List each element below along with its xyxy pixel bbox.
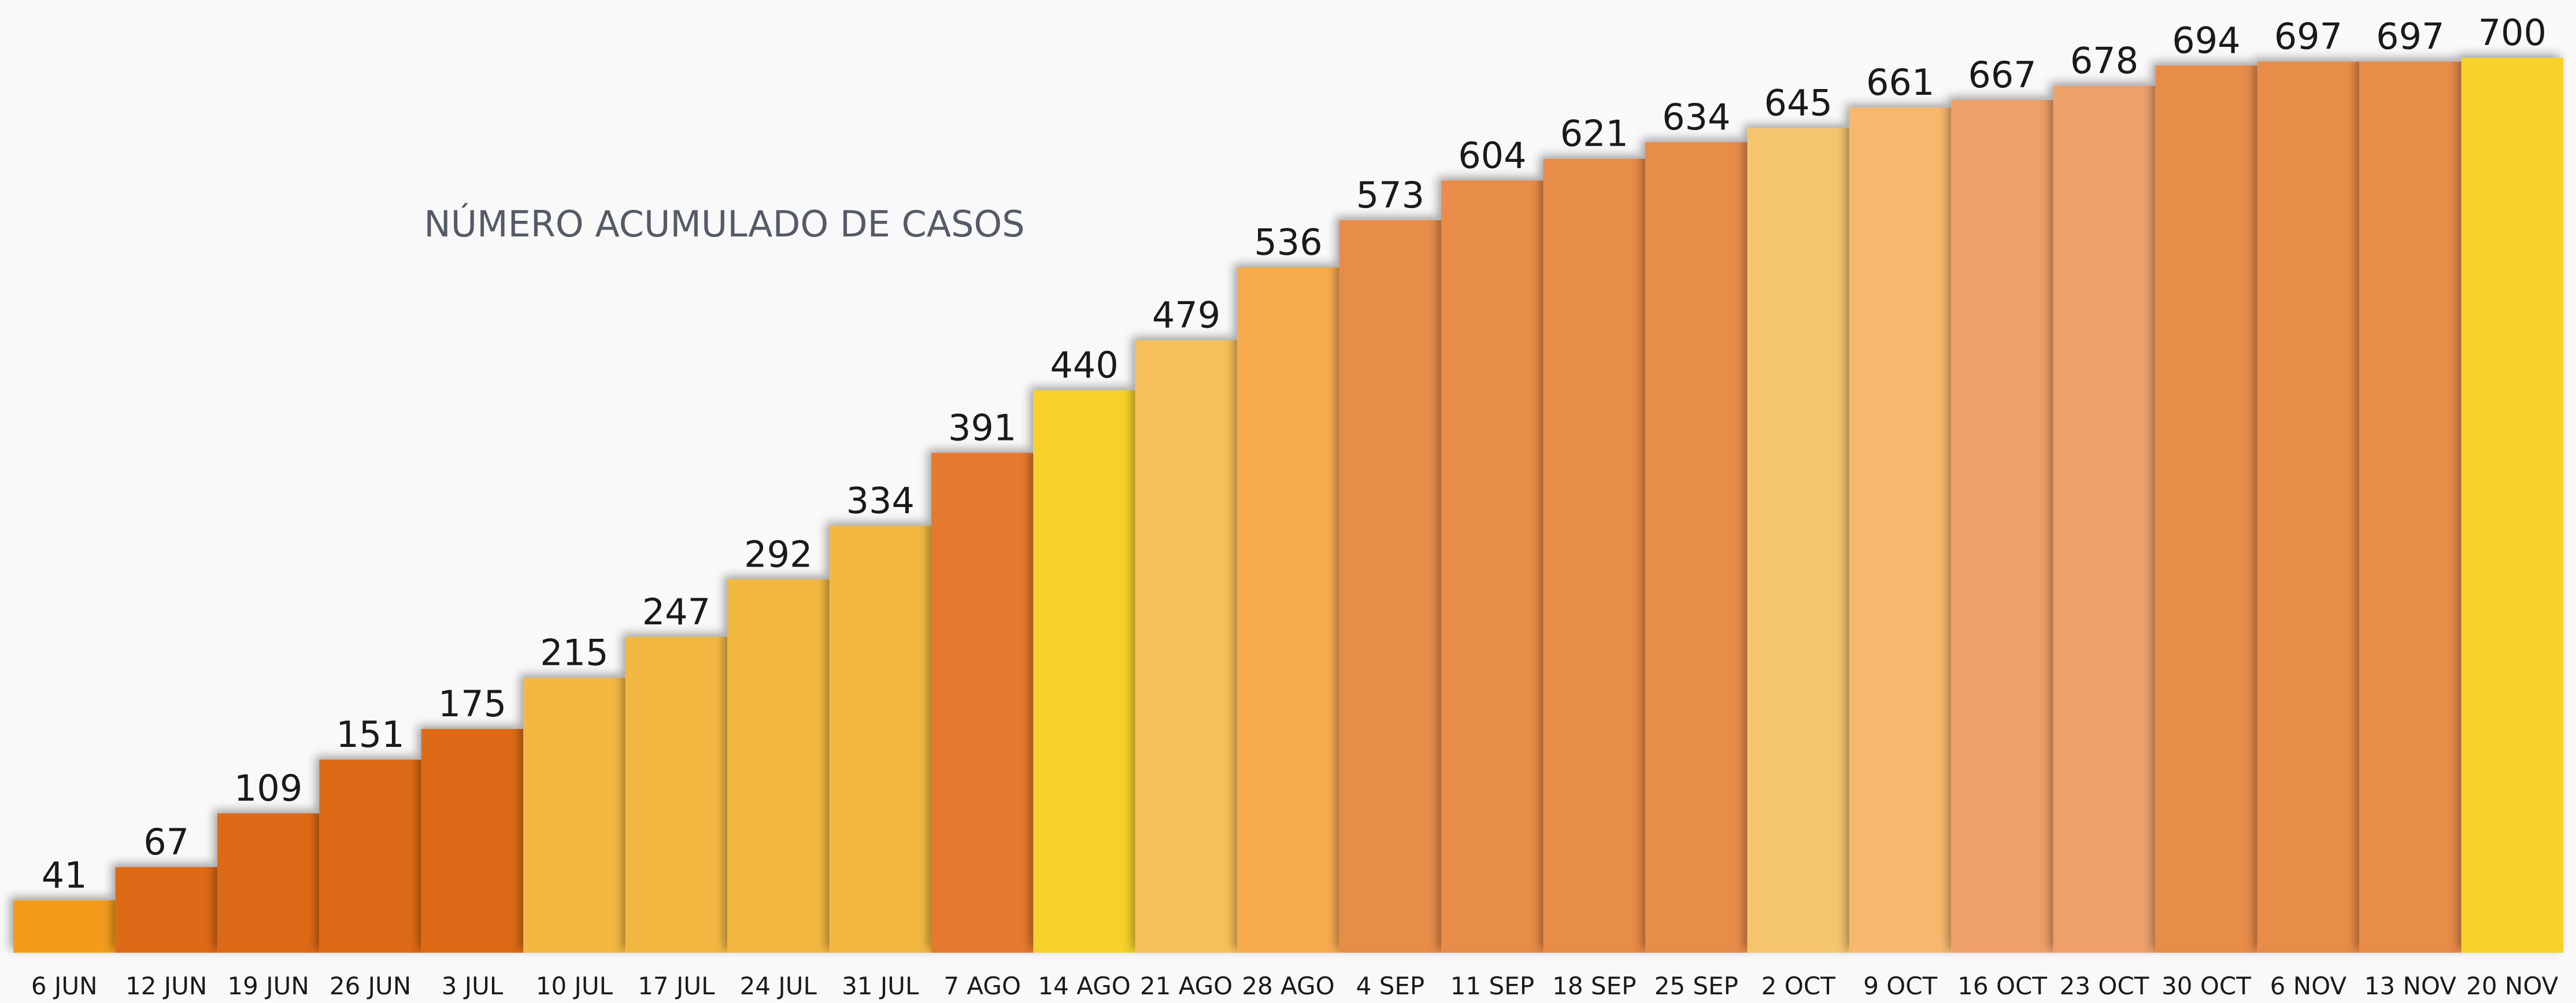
- data-label: 334: [846, 479, 915, 521]
- bar: [523, 678, 626, 953]
- data-label: 604: [1458, 134, 1526, 176]
- x-tick-label: 18 SEP: [1552, 972, 1636, 1000]
- bar: [2359, 61, 2462, 953]
- x-tick-label: 14 AGO: [1038, 972, 1130, 1000]
- bar: [319, 760, 421, 953]
- x-tick-label: 16 OCT: [1957, 972, 2047, 1000]
- data-label: 645: [1764, 82, 1833, 124]
- data-label: 661: [1866, 61, 1934, 103]
- bar: [421, 729, 524, 953]
- data-label: 667: [1968, 54, 2036, 96]
- x-tick-label: 17 JUL: [638, 972, 715, 1000]
- x-tick-label: 6 NOV: [2270, 972, 2347, 1000]
- x-tick-label: 4 SEP: [1356, 972, 1425, 1000]
- x-tick-label: 19 JUN: [227, 972, 309, 1000]
- data-label: 621: [1560, 113, 1628, 155]
- x-tick-label: 3 JUL: [442, 972, 504, 1000]
- data-label: 700: [2478, 12, 2547, 54]
- bar: [13, 900, 116, 953]
- data-label: 151: [336, 713, 404, 756]
- data-label: 479: [1152, 294, 1220, 336]
- bar: [1441, 180, 1544, 953]
- chart-title: NÚMERO ACUMULADO DE CASOS: [424, 203, 1024, 245]
- x-tick-label: 21 AGO: [1140, 972, 1233, 1000]
- data-label: 634: [1662, 96, 1730, 138]
- bar: [931, 453, 1034, 953]
- x-tick-label: 31 JUL: [842, 972, 919, 1000]
- data-label: 694: [2172, 19, 2240, 61]
- data-label: 697: [2274, 16, 2342, 58]
- bar: [2155, 65, 2257, 953]
- bar: [217, 813, 320, 953]
- x-tick-label: 24 JUL: [740, 972, 817, 1000]
- data-label: 678: [2070, 40, 2138, 82]
- x-tick-label: 26 JUN: [330, 972, 411, 1000]
- x-tick-label: 12 JUN: [125, 972, 207, 1000]
- bar: [1747, 128, 1849, 953]
- data-label: 247: [642, 591, 710, 633]
- data-label: 215: [540, 632, 608, 674]
- bar: [1543, 158, 1646, 953]
- x-tick-label: 9 OCT: [1863, 972, 1937, 1000]
- x-tick-label: 7 AGO: [943, 972, 1021, 1000]
- bar: [1135, 340, 1238, 953]
- bar: [2461, 58, 2563, 953]
- data-label: 536: [1254, 221, 1322, 264]
- x-tick-label: 6 JUN: [31, 972, 98, 1000]
- bar: [1339, 220, 1442, 953]
- bar: [829, 525, 931, 953]
- x-tick-label: 20 NOV: [2466, 972, 2559, 1000]
- x-tick-label: 10 JUL: [536, 972, 613, 1000]
- data-label: 292: [744, 533, 812, 575]
- bar: [115, 867, 217, 953]
- bar: [2257, 61, 2360, 953]
- bar: [1645, 142, 1748, 953]
- x-tick-label: 13 NOV: [2364, 972, 2457, 1000]
- bar: [2053, 86, 2156, 953]
- data-label: 391: [948, 406, 1016, 449]
- data-label: 41: [42, 854, 87, 896]
- data-label: 109: [234, 767, 302, 809]
- bar: [1849, 108, 1952, 953]
- data-label: 175: [438, 683, 506, 725]
- x-tick-label: 30 OCT: [2162, 972, 2251, 1000]
- x-tick-label: 11 SEP: [1450, 972, 1534, 1000]
- bar: [727, 579, 830, 953]
- bar: [1033, 390, 1135, 953]
- x-tick-label: 23 OCT: [2060, 972, 2149, 1000]
- x-tick-label: 25 SEP: [1655, 972, 1738, 1000]
- x-tick-label: 2 OCT: [1761, 972, 1835, 1000]
- x-tick-label: 28 AGO: [1242, 972, 1334, 1000]
- data-label: 440: [1050, 344, 1118, 386]
- data-label: 697: [2376, 16, 2444, 58]
- bar: [625, 636, 728, 953]
- data-label: 573: [1356, 174, 1424, 216]
- bar: [1951, 99, 2053, 953]
- data-label: 67: [143, 821, 189, 863]
- bar: [1237, 267, 1339, 953]
